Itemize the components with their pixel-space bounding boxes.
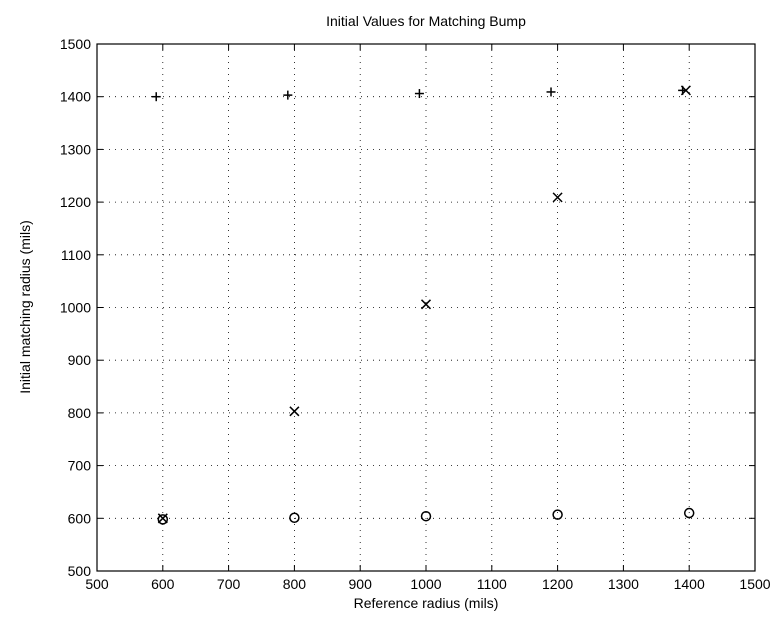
x-tick-label: 1300 xyxy=(608,576,639,592)
x-tick-label: 700 xyxy=(217,576,241,592)
x-marker xyxy=(552,192,563,203)
x-marker xyxy=(289,406,300,417)
plus-marker xyxy=(414,89,424,99)
plus-marker xyxy=(151,92,161,102)
y-tick-label: 1500 xyxy=(60,36,91,52)
x-marker xyxy=(680,85,691,96)
x-tick-label: 500 xyxy=(85,576,109,592)
y-tick-label: 1400 xyxy=(60,89,91,105)
x-tick-label: 800 xyxy=(283,576,307,592)
chart-title: Initial Values for Matching Bump xyxy=(326,13,526,29)
x-tick-label: 1200 xyxy=(542,576,573,592)
circle-marker xyxy=(552,509,563,520)
circle-marker xyxy=(289,512,300,524)
y-tick-label: 1000 xyxy=(60,300,91,316)
y-tick-label: 1200 xyxy=(60,194,91,210)
x-tick-label: 1400 xyxy=(674,576,705,592)
x-tick-label: 900 xyxy=(349,576,373,592)
x-tick-label: 1000 xyxy=(410,576,441,592)
data-markers xyxy=(151,85,695,525)
x-tick-label: 600 xyxy=(151,576,175,592)
circle-marker xyxy=(420,510,432,522)
circle-marker xyxy=(683,507,695,519)
grid xyxy=(97,44,755,571)
x-tick-label: 1500 xyxy=(739,576,770,592)
x-axis-title: Reference radius (mils) xyxy=(354,595,499,611)
y-axis-title: Initial matching radius (mils) xyxy=(17,220,33,394)
x-tick-label: 1100 xyxy=(477,576,507,592)
plot-frame xyxy=(96,43,756,572)
y-tick-label: 600 xyxy=(68,510,92,526)
axis-ticks: 500 600 700 800 900 1000 1100 1200 1300 1400 1500 5… xyxy=(60,36,771,592)
plus-marker xyxy=(546,87,556,97)
y-tick-label: 1300 xyxy=(60,141,91,157)
plus-marker xyxy=(283,90,293,100)
x-marker xyxy=(420,299,432,310)
y-tick-label: 800 xyxy=(68,405,92,421)
y-tick-label: 1100 xyxy=(61,247,91,263)
circle-marker xyxy=(157,514,169,525)
y-tick-label: 700 xyxy=(68,458,92,474)
y-tick-label: 500 xyxy=(68,563,92,579)
y-tick-label: 900 xyxy=(68,352,92,368)
